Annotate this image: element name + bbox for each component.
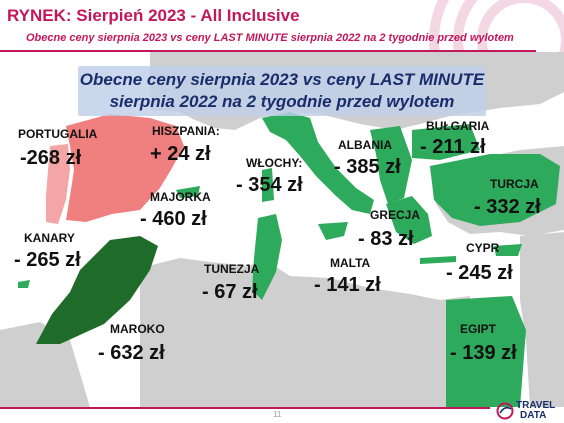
- price-change-malta: - 141 zł: [314, 274, 381, 296]
- callout-line-2: sierpnia 2022 na 2 tygodnie przed wylote…: [109, 92, 455, 111]
- page-title: RYNEK: Sierpień 2023 - All Inclusive: [7, 6, 300, 25]
- header-divider: [0, 50, 536, 52]
- country-label-kanary: KANARY: [24, 231, 75, 245]
- sardinia-shape: [262, 168, 274, 202]
- africa-west-land: [0, 322, 90, 407]
- price-change-kanary: - 265 zł: [14, 249, 81, 271]
- bulgaria-shape: [412, 124, 480, 160]
- albania-shape: [370, 126, 412, 204]
- logo-word-travel: TRAVEL: [516, 400, 556, 411]
- price-change-bulgaria: - 211 zł: [420, 136, 486, 158]
- price-change-turcja: - 332 zł: [474, 196, 541, 218]
- country-label-grecja: GRECJA: [370, 208, 421, 222]
- price-change-egipt: - 139 zł: [450, 342, 517, 364]
- morocco-shape: [36, 236, 158, 344]
- country-label-bulgaria: BUŁGARIA: [426, 119, 490, 133]
- price-change-maroko: - 632 zł: [98, 342, 165, 364]
- price-change-portugalia: -268 zł: [20, 147, 82, 169]
- country-label-albania: ALBANIA: [338, 138, 392, 152]
- tunisia-shape: [252, 214, 282, 300]
- cyprus-shape: [494, 244, 522, 256]
- spain-shape: [66, 114, 184, 222]
- travel-data-logo: TRAVEL DATA: [496, 398, 564, 422]
- north-africa-land: [140, 258, 470, 407]
- country-label-portugalia: PORTUGALIA: [18, 127, 98, 141]
- portugal-shape: [46, 144, 70, 224]
- turkey-shape: [430, 154, 560, 226]
- country-label-turcja: TURCJA: [490, 177, 539, 191]
- greece-shape: [386, 196, 432, 244]
- footer-divider: [0, 407, 490, 409]
- majorca-shape: [176, 186, 200, 198]
- price-change-hiszpania: + 24 zł: [150, 143, 211, 165]
- price-change-tunezja: - 67 zł: [202, 281, 258, 303]
- country-label-cypr: CYPR: [466, 241, 500, 255]
- egypt-shape: [446, 296, 526, 407]
- price-change-grecja: - 83 zł: [358, 228, 414, 250]
- page-subtitle: Obecne ceny sierpnia 2023 vs ceny LAST M…: [26, 32, 514, 44]
- country-label-majorka: MAJORKA: [150, 190, 211, 204]
- country-label-malta: MALTA: [330, 256, 371, 270]
- callout-line-1: Obecne ceny sierpnia 2023 vs ceny LAST M…: [79, 70, 485, 89]
- price-change-wlochy: - 354 zł: [236, 174, 303, 196]
- country-label-wlochy: WŁOCHY:: [246, 156, 303, 170]
- price-change-albania: - 385 zł: [334, 156, 401, 178]
- sicily-shape: [318, 222, 348, 240]
- globe-logo-icon: [496, 402, 514, 420]
- italy-shape: [262, 112, 374, 214]
- logo-word-data: DATA: [520, 410, 547, 421]
- country-label-tunezja: TUNEZJA: [204, 262, 260, 276]
- price-change-cypr: - 245 zł: [446, 262, 513, 284]
- comparison-callout: Obecne ceny sierpnia 2023 vs ceny LAST M…: [78, 66, 486, 116]
- crete-shape: [420, 256, 456, 264]
- country-label-maroko: MAROKO: [110, 322, 165, 336]
- page-number: 11: [273, 410, 282, 419]
- canary-islands-shape: [18, 280, 30, 288]
- levant-land: [520, 232, 564, 407]
- price-change-majorka: - 460 zł: [140, 208, 207, 230]
- country-label-egipt: EGIPT: [460, 322, 497, 336]
- country-label-hiszpania: HISZPANIA:: [152, 124, 220, 138]
